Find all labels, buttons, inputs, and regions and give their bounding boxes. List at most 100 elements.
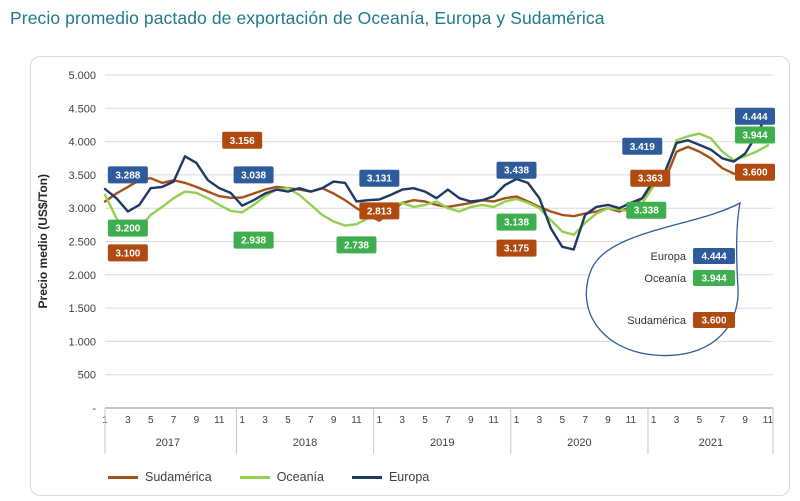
data-label-oceania: 3.138 (496, 213, 537, 231)
data-label-europa: 3.131 (359, 169, 400, 187)
month-label: 5 (697, 415, 703, 426)
data-label-europa: 4.444 (735, 107, 775, 125)
svg-text:3.944: 3.944 (742, 130, 767, 141)
svg-text:3.175: 3.175 (504, 244, 529, 255)
month-label: 7 (445, 415, 451, 426)
month-label: 3 (537, 415, 543, 426)
data-label-oceania: 3.944 (735, 126, 775, 144)
legend-label: Oceanía (276, 470, 324, 484)
svg-text:3.363: 3.363 (638, 174, 663, 185)
y-tick-label: 5.000 (68, 70, 96, 82)
svg-text:4.444: 4.444 (701, 252, 726, 263)
y-tick-label: 4.000 (68, 137, 96, 149)
month-label: 5 (422, 415, 428, 426)
month-label: 1 (239, 415, 245, 426)
month-label: 3 (399, 415, 405, 426)
svg-text:3.200: 3.200 (115, 224, 140, 235)
svg-text:3.038: 3.038 (241, 170, 266, 181)
svg-text:3.131: 3.131 (367, 174, 392, 185)
svg-text:3.100: 3.100 (115, 248, 140, 259)
year-label: 2018 (293, 437, 317, 449)
y-tick-label: 4.500 (68, 103, 96, 115)
balloon-label-oceania: Oceanía (644, 273, 686, 285)
svg-text:3.944: 3.944 (701, 274, 726, 285)
y-tick-label: 3.000 (68, 203, 96, 215)
data-label-europa: 3.419 (622, 137, 663, 155)
svg-text:3.138: 3.138 (504, 218, 529, 229)
month-label: 11 (763, 415, 774, 426)
price-line-chart: 5.000 4.500 4.000 3.500 3.000 2.500 2.000 1.500… (68, 70, 775, 454)
svg-text:3.600: 3.600 (742, 168, 767, 179)
balloon-value-oceania: 3.944 (693, 270, 735, 286)
month-label: 3 (262, 415, 268, 426)
month-label: 7 (308, 415, 314, 426)
svg-text:3.288: 3.288 (115, 170, 140, 181)
data-label-europa: 3.438 (496, 161, 537, 179)
month-label: 9 (194, 415, 200, 426)
data-label-sudamerica: 3.363 (630, 169, 671, 187)
month-label: 5 (148, 415, 154, 426)
y-tick-label: 2.500 (68, 237, 96, 249)
balloon-value-europa: 4.444 (693, 248, 735, 264)
data-label-oceania: 3.200 (107, 219, 148, 237)
balloon-label-sudamerica: Sudamérica (627, 315, 687, 327)
y-tick-label: 1.000 (68, 336, 96, 348)
svg-text:3.156: 3.156 (230, 136, 255, 147)
legend-label: Europa (388, 470, 430, 484)
legend-swatch-sudamerica (108, 475, 138, 479)
month-label: 11 (351, 415, 362, 426)
data-label-sudamerica: 3.100 (107, 244, 148, 262)
month-label: 11 (488, 415, 499, 426)
year-label: 2021 (699, 437, 723, 449)
data-label-sudamerica: 2.813 (359, 202, 400, 220)
y-tick-label: 500 (78, 370, 96, 382)
balloon-label-europa: Europa (651, 251, 687, 263)
month-label: 3 (674, 415, 680, 426)
svg-text:2.938: 2.938 (241, 236, 266, 247)
month-label: 9 (331, 415, 337, 426)
month-label: 11 (626, 415, 637, 426)
legend-swatch-europa (351, 475, 382, 479)
y-tick-label: 1.500 (68, 303, 96, 315)
svg-text:4.444: 4.444 (742, 112, 767, 123)
svg-text:3.438: 3.438 (504, 166, 529, 177)
month-label: 7 (719, 415, 725, 426)
month-label: 9 (742, 415, 748, 426)
month-label: 7 (582, 415, 588, 426)
svg-text:3.600: 3.600 (701, 316, 726, 327)
data-label-sudamerica: 3.175 (496, 239, 537, 257)
month-label: 1 (514, 415, 520, 426)
month-label: 5 (285, 415, 291, 426)
data-label-oceania: 2.738 (336, 236, 377, 254)
legend-item-europa: Europa (351, 470, 430, 484)
svg-text:3.419: 3.419 (630, 142, 655, 153)
month-label: 9 (605, 415, 611, 426)
data-label-europa: 3.038 (233, 166, 274, 184)
legend-item-oceania: Oceanía (239, 470, 324, 484)
data-label-europa: 3.288 (107, 166, 148, 184)
svg-text:3.338: 3.338 (634, 206, 659, 217)
year-label: 2019 (430, 437, 454, 449)
month-label: 11 (214, 415, 225, 426)
data-label-oceania: 3.338 (626, 201, 667, 219)
month-label: 3 (125, 415, 131, 426)
y-tick-label: - (92, 403, 96, 415)
month-label: 9 (468, 415, 474, 426)
year-label: 2020 (567, 437, 591, 449)
chart-frame (30, 56, 790, 496)
legend-label: Sudamérica (145, 470, 212, 484)
month-label: 1 (377, 415, 383, 426)
month-label: 7 (171, 415, 177, 426)
y-tick-label: 3.500 (68, 170, 96, 182)
svg-text:2.813: 2.813 (367, 206, 392, 217)
chart-legend: Sudamérica Oceanía Europa (108, 470, 429, 484)
legend-swatch-oceania (239, 475, 270, 479)
svg-text:2.738: 2.738 (344, 240, 369, 251)
data-label-sudamerica: 3.156 (222, 131, 263, 149)
page-title: Precio promedio pactado de exportación d… (10, 8, 605, 28)
y-tick-label: 2.000 (68, 270, 96, 282)
year-label: 2017 (156, 437, 180, 449)
data-label-oceania: 2.938 (233, 231, 274, 249)
month-label: 1 (651, 415, 657, 426)
